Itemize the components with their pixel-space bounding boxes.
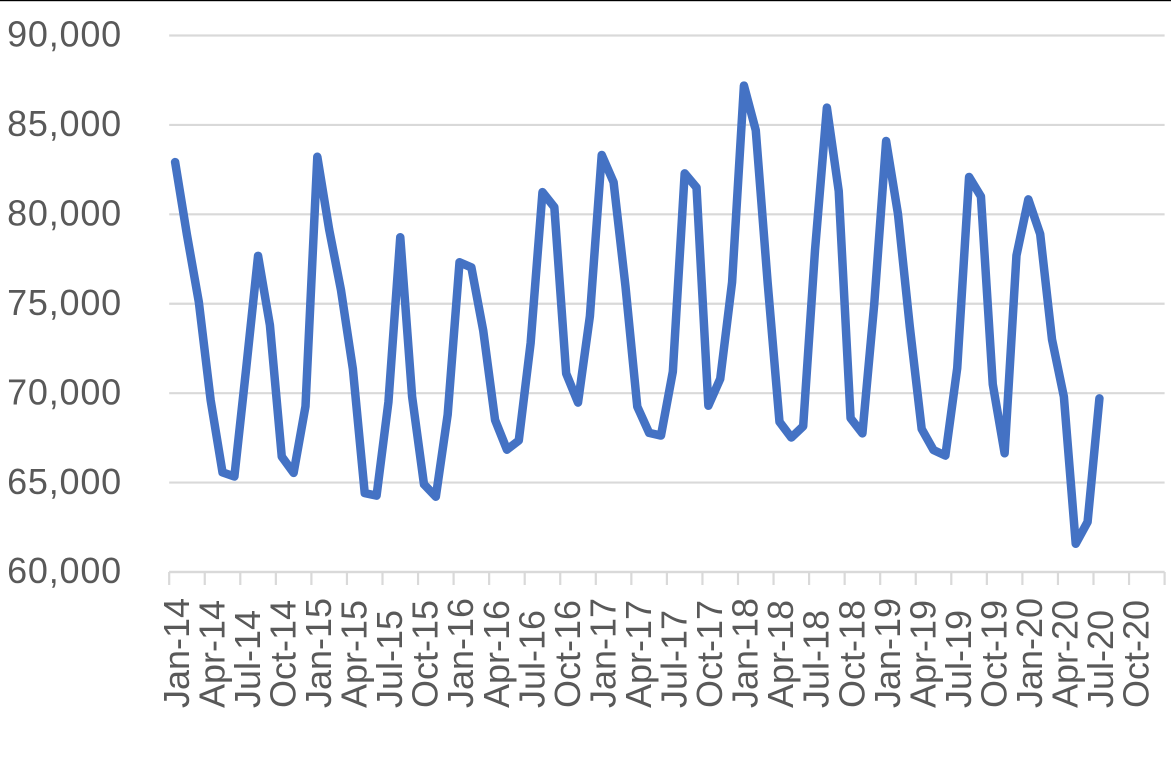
svg-text:Jan-16: Jan-16 [440,598,481,708]
svg-text:Jan-14: Jan-14 [156,598,197,708]
svg-text:Apr-19: Apr-19 [902,600,943,708]
svg-text:Jul-18: Jul-18 [796,610,837,708]
svg-text:Apr-15: Apr-15 [334,600,375,708]
svg-text:Oct-19: Oct-19 [973,600,1014,708]
svg-text:Oct-17: Oct-17 [689,600,730,708]
svg-text:Jan-20: Jan-20 [1009,598,1050,708]
svg-text:60,000: 60,000 [7,550,122,591]
svg-text:Oct-20: Oct-20 [1116,600,1157,708]
svg-text:Apr-14: Apr-14 [191,600,232,708]
svg-text:Jul-19: Jul-19 [938,610,979,708]
svg-text:Jul-16: Jul-16 [511,610,552,708]
svg-text:Oct-15: Oct-15 [405,600,446,708]
svg-text:Apr-20: Apr-20 [1045,600,1086,708]
svg-text:Jul-17: Jul-17 [654,610,695,708]
svg-text:70,000: 70,000 [7,371,122,412]
svg-text:65,000: 65,000 [7,461,122,502]
svg-text:90,000: 90,000 [7,14,122,55]
svg-text:Jul-15: Jul-15 [369,610,410,708]
svg-text:Oct-18: Oct-18 [831,600,872,708]
svg-text:Jul-14: Jul-14 [227,610,268,708]
svg-text:Apr-16: Apr-16 [476,600,517,708]
svg-text:80,000: 80,000 [7,193,122,234]
svg-text:Oct-14: Oct-14 [262,600,303,708]
svg-text:Jan-19: Jan-19 [867,598,908,708]
svg-text:Jan-17: Jan-17 [582,598,623,708]
svg-text:Apr-17: Apr-17 [618,600,659,708]
svg-text:Oct-16: Oct-16 [547,600,588,708]
svg-text:75,000: 75,000 [7,282,122,323]
svg-text:Jan-18: Jan-18 [725,598,766,708]
svg-text:Jan-15: Jan-15 [298,598,339,708]
svg-text:Apr-18: Apr-18 [760,600,801,708]
svg-text:Jul-20: Jul-20 [1080,610,1121,708]
svg-text:85,000: 85,000 [7,103,122,144]
